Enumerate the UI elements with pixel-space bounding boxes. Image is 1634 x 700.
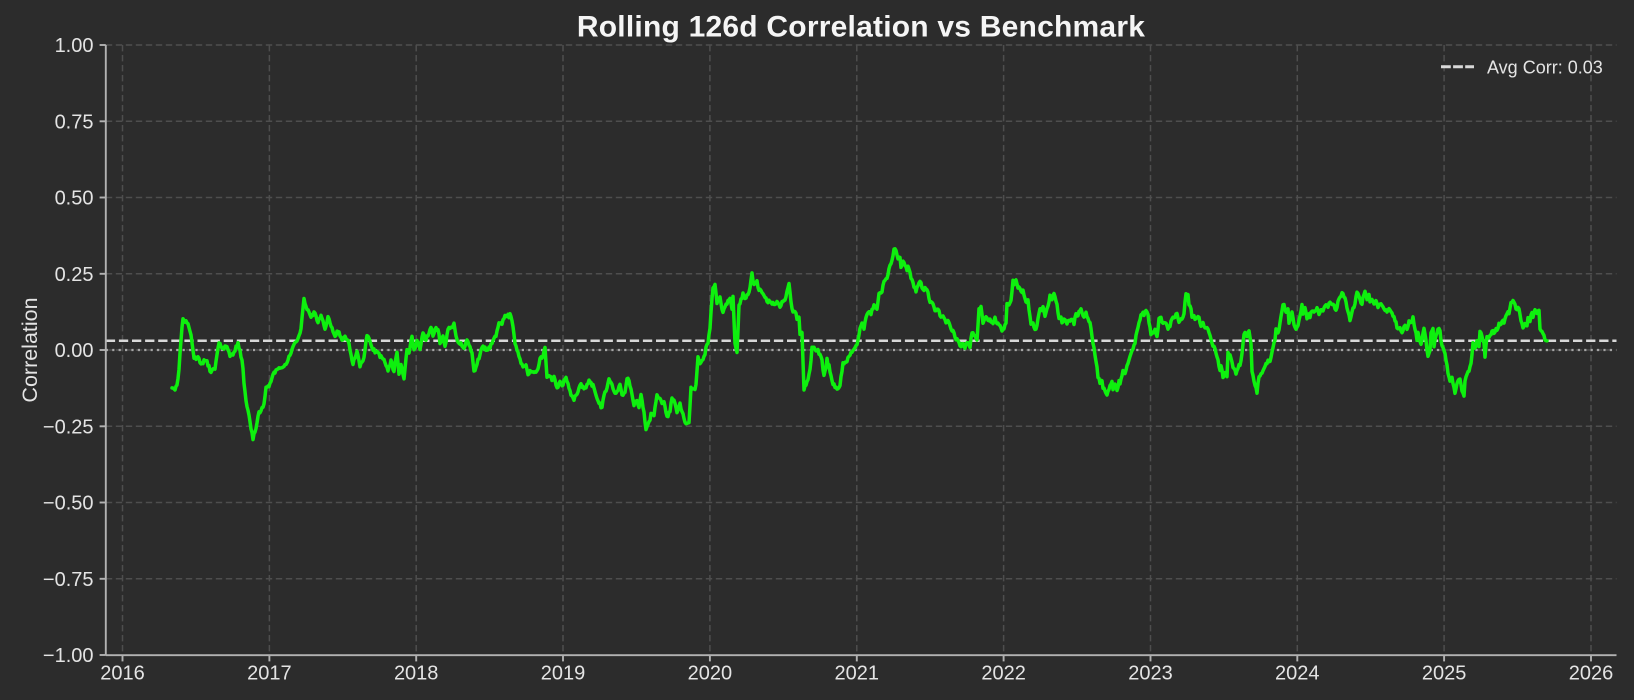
svg-text:0.75: 0.75 [55, 112, 94, 134]
svg-text:1.00: 1.00 [55, 35, 94, 57]
svg-text:2016: 2016 [100, 663, 145, 685]
svg-text:Correlation: Correlation [18, 297, 42, 402]
svg-text:Rolling 126d Correlation vs Be: Rolling 126d Correlation vs Benchmark [577, 11, 1145, 44]
svg-text:2025: 2025 [1422, 663, 1467, 685]
svg-text:2026: 2026 [1569, 663, 1614, 685]
svg-text:2021: 2021 [835, 663, 880, 685]
svg-text:0.00: 0.00 [55, 340, 94, 362]
svg-text:2018: 2018 [394, 663, 439, 685]
svg-text:Avg Corr: 0.03: Avg Corr: 0.03 [1487, 57, 1603, 77]
svg-text:2020: 2020 [688, 663, 733, 685]
svg-text:2024: 2024 [1275, 663, 1320, 685]
svg-text:2023: 2023 [1128, 663, 1173, 685]
svg-text:−0.75: −0.75 [43, 569, 94, 591]
svg-text:2019: 2019 [541, 663, 586, 685]
svg-text:0.50: 0.50 [55, 188, 94, 210]
svg-text:−0.25: −0.25 [43, 417, 94, 439]
svg-text:2022: 2022 [981, 663, 1026, 685]
svg-text:−0.50: −0.50 [43, 493, 94, 515]
svg-text:0.25: 0.25 [55, 264, 94, 286]
svg-text:−1.00: −1.00 [43, 645, 94, 667]
svg-text:2017: 2017 [247, 663, 292, 685]
